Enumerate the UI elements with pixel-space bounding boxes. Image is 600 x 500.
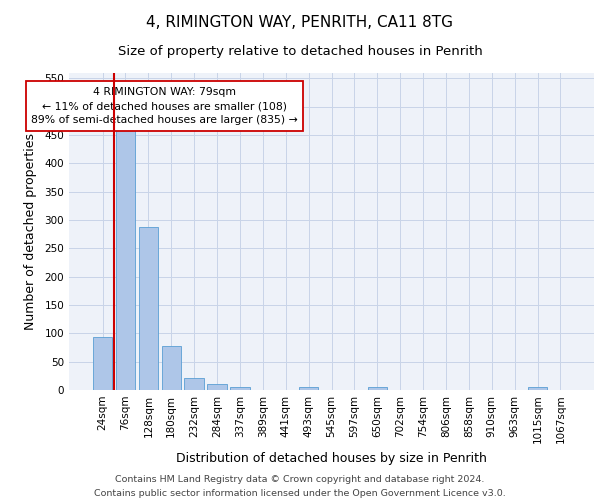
Bar <box>368 387 387 390</box>
Text: Contains HM Land Registry data © Crown copyright and database right 2024.
Contai: Contains HM Land Registry data © Crown c… <box>94 476 506 498</box>
Bar <box>116 129 135 390</box>
X-axis label: Distribution of detached houses by size in Penrith: Distribution of detached houses by size … <box>176 452 487 465</box>
Bar <box>161 346 181 390</box>
Y-axis label: Number of detached properties: Number of detached properties <box>25 132 37 330</box>
Text: 4 RIMINGTON WAY: 79sqm
← 11% of detached houses are smaller (108)
89% of semi-de: 4 RIMINGTON WAY: 79sqm ← 11% of detached… <box>31 86 298 126</box>
Bar <box>184 378 204 390</box>
Text: 4, RIMINGTON WAY, PENRITH, CA11 8TG: 4, RIMINGTON WAY, PENRITH, CA11 8TG <box>146 15 454 30</box>
Bar <box>93 338 112 390</box>
Bar <box>208 384 227 390</box>
Bar <box>299 387 319 390</box>
Bar <box>230 386 250 390</box>
Bar <box>139 228 158 390</box>
Bar <box>528 387 547 390</box>
Text: Size of property relative to detached houses in Penrith: Size of property relative to detached ho… <box>118 45 482 58</box>
